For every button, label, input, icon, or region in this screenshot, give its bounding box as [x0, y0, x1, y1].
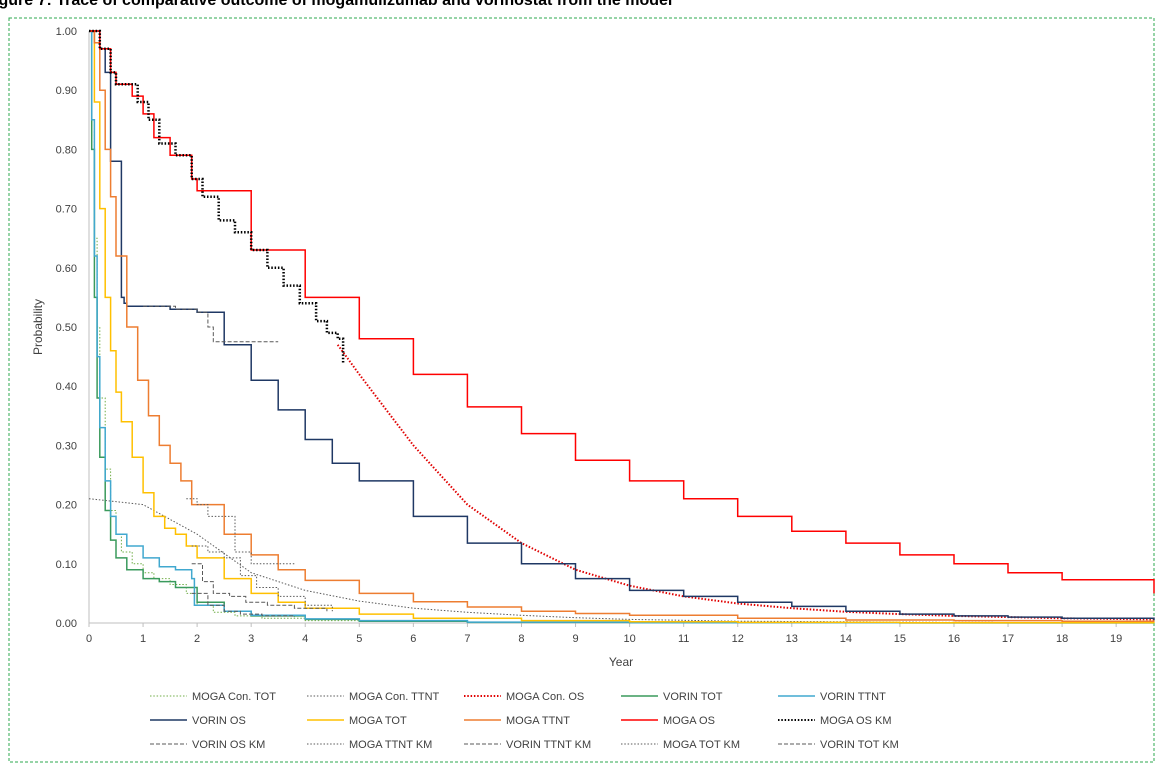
x-tick-label: 12	[732, 633, 744, 645]
x-tick-labels: 0 1 2 3 4 5 6 7 8 9 10 11 12 13 14 15 16 17 18 19	[86, 623, 1122, 645]
plot-lines	[88, 29, 1155, 624]
x-tick-label: 14	[840, 633, 852, 645]
series-line-moga-ttnt	[89, 30, 1155, 622]
x-tick-label: 7	[464, 633, 470, 645]
y-tick-label: 0.20	[56, 500, 77, 512]
series-line-moga-tot	[89, 30, 1155, 624]
x-tick-label: 17	[1002, 633, 1014, 645]
y-axis-title: Probability	[31, 299, 45, 355]
series-line-moga-ttnt-km	[186, 498, 295, 565]
x-tick-label: 6	[410, 633, 416, 645]
y-tick-label: 0.30	[56, 440, 77, 452]
y-tick-labels: 0.00 0.10 0.20 0.30 0.40 0.50 0.60 0.70 0.80 0.90…	[56, 26, 77, 630]
legend-label: VORIN TTNT KM	[506, 739, 591, 751]
x-axis-title: Year	[609, 655, 633, 669]
x-tick-label: 10	[623, 633, 635, 645]
legend-label: MOGA Con. TTNT	[349, 691, 440, 703]
legend-label: VORIN TOT	[663, 691, 723, 703]
series-line-moga-con-tot	[89, 30, 360, 622]
series-line-vorin-tot-km	[191, 592, 295, 618]
series-line-moga-con-ttnt	[88, 498, 1155, 624]
x-tick-label: 11	[678, 633, 689, 645]
legend-label: MOGA TTNT KM	[349, 739, 432, 751]
y-tick-label: 0.80	[56, 144, 77, 156]
x-tick-label: 2	[194, 633, 200, 645]
legend-label: VORIN TOT KM	[820, 739, 899, 751]
x-tick-label: 8	[518, 633, 524, 645]
y-tick-label: 0.10	[56, 559, 77, 571]
y-tick-label: 0.70	[56, 204, 77, 216]
chart-area-border	[8, 17, 1155, 763]
legend-label: VORIN OS KM	[192, 739, 265, 751]
y-tick-label: 1.00	[56, 26, 77, 38]
y-tick-label: 0.50	[56, 322, 77, 334]
legend-label: MOGA TTNT	[506, 715, 570, 727]
legend-label: MOGA Con. OS	[506, 691, 584, 703]
legend-label: MOGA OS KM	[820, 715, 892, 727]
x-tick-label: 13	[786, 633, 798, 645]
legend-label: MOGA Con. TOT	[192, 691, 276, 703]
series-line-vorin-ttnt	[89, 30, 1154, 624]
legend-label: MOGA TOT	[349, 715, 407, 727]
x-tick-label: 1	[140, 633, 146, 645]
x-tick-label: 18	[1056, 633, 1068, 645]
x-tick-label: 4	[302, 633, 308, 645]
series-line-moga-tot-km	[191, 545, 333, 612]
series-line-moga-os-km	[89, 29, 345, 363]
legend: MOGA Con. TOT MOGA Con. TTNT MOGA Con. OS V…	[150, 691, 899, 751]
x-tick-label: 16	[948, 633, 960, 645]
y-tick-label: 0.40	[56, 381, 77, 393]
series-line-vorin-os-km	[143, 305, 279, 343]
series-line-moga-con-os	[336, 344, 1155, 621]
legend-label: VORIN OS	[192, 715, 246, 727]
x-tick-label: 19	[1110, 633, 1122, 645]
legend-label: VORIN TTNT	[820, 691, 886, 703]
x-tick-label: 3	[248, 633, 254, 645]
legend-label: MOGA TOT KM	[663, 739, 740, 751]
x-tick-label: 9	[572, 633, 578, 645]
x-tick-label: 15	[894, 633, 906, 645]
y-tick-label: 0.60	[56, 263, 77, 275]
figure-title: igure 7: Trace of comparative outcome of…	[0, 0, 673, 9]
legend-label: MOGA OS	[663, 715, 715, 727]
y-tick-label: 0.90	[56, 85, 77, 97]
series-line-vorin-os	[89, 30, 1155, 620]
x-tick-label: 0	[86, 633, 92, 645]
y-tick-label: 0.00	[56, 618, 77, 630]
series-line-vorin-ttnt-km	[191, 563, 328, 612]
x-tick-label: 5	[356, 633, 362, 645]
series-line-moga-os	[89, 30, 1155, 594]
